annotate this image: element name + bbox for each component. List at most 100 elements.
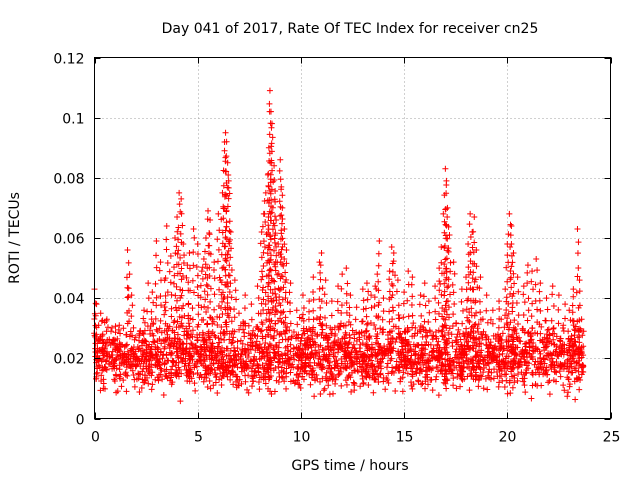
data-point	[422, 302, 429, 309]
data-point	[567, 352, 574, 359]
data-point	[504, 390, 511, 397]
data-point	[416, 301, 423, 308]
data-point	[372, 368, 379, 375]
data-point	[507, 390, 514, 397]
data-point	[127, 355, 134, 362]
data-point	[268, 186, 275, 193]
data-point	[432, 295, 439, 302]
data-point	[216, 376, 223, 383]
data-point	[178, 292, 185, 299]
data-point	[538, 359, 545, 366]
data-point	[543, 367, 550, 374]
data-point	[482, 356, 489, 363]
data-point	[306, 298, 313, 305]
data-point	[468, 372, 475, 379]
data-point	[276, 167, 283, 174]
data-point	[188, 353, 195, 360]
data-point	[242, 372, 249, 379]
data-point	[346, 339, 353, 346]
data-point	[165, 357, 172, 364]
data-point	[218, 336, 225, 343]
data-point	[433, 354, 440, 361]
data-point	[422, 327, 429, 334]
data-point	[441, 331, 448, 338]
data-point	[525, 360, 532, 367]
data-point	[442, 377, 449, 384]
data-point	[271, 239, 278, 246]
data-point	[217, 330, 224, 337]
y-tick-label: 0.1	[62, 112, 84, 128]
data-point	[309, 328, 316, 335]
data-point	[281, 225, 288, 232]
data-point	[555, 306, 562, 313]
data-point	[174, 353, 181, 360]
data-point	[129, 367, 136, 374]
data-point	[498, 336, 505, 343]
data-point	[178, 195, 185, 202]
data-point	[189, 333, 196, 340]
data-point	[195, 311, 202, 318]
data-point	[338, 310, 345, 317]
data-point	[260, 263, 267, 270]
data-point	[503, 264, 510, 271]
data-point	[177, 254, 184, 261]
data-point	[310, 316, 317, 323]
data-point	[395, 311, 402, 318]
data-point	[271, 162, 278, 169]
data-point	[275, 344, 282, 351]
data-point	[388, 244, 395, 251]
data-point	[400, 369, 407, 376]
data-point	[311, 393, 318, 400]
data-point	[397, 375, 404, 382]
data-point	[409, 274, 416, 281]
data-point	[190, 249, 197, 256]
data-point	[508, 333, 515, 340]
data-point	[440, 362, 447, 369]
data-point	[474, 325, 481, 332]
data-point	[111, 376, 118, 383]
data-point	[432, 376, 439, 383]
data-point	[457, 351, 464, 358]
data-point	[313, 315, 320, 322]
data-point	[307, 338, 314, 345]
data-point	[444, 351, 451, 358]
data-point	[410, 320, 417, 327]
data-point	[224, 310, 231, 317]
data-point	[173, 243, 180, 250]
data-point	[319, 357, 326, 364]
data-point	[370, 363, 377, 370]
data-point	[534, 306, 541, 313]
data-point	[441, 218, 448, 225]
data-point	[468, 367, 475, 374]
data-point	[202, 248, 209, 255]
data-point	[411, 333, 418, 340]
data-point	[118, 383, 125, 390]
data-point	[536, 297, 543, 304]
data-point	[445, 314, 452, 321]
data-point	[519, 375, 526, 382]
data-point	[484, 353, 491, 360]
data-point	[371, 294, 378, 301]
data-point	[497, 340, 504, 347]
data-point	[270, 344, 277, 351]
data-point	[95, 322, 102, 329]
data-point	[187, 356, 194, 363]
data-point	[219, 298, 226, 305]
data-point	[153, 264, 160, 271]
data-point	[500, 345, 507, 352]
data-point	[475, 383, 482, 390]
data-point	[435, 299, 442, 306]
data-point	[161, 327, 168, 334]
data-point	[181, 363, 188, 370]
data-point	[311, 339, 318, 346]
data-point	[433, 364, 440, 371]
data-point	[363, 342, 370, 349]
data-point	[576, 333, 583, 340]
data-point	[252, 347, 259, 354]
data-point	[325, 377, 332, 384]
data-point	[316, 259, 323, 266]
data-point	[449, 322, 456, 329]
data-point	[380, 295, 387, 302]
data-point	[485, 359, 492, 366]
data-point	[331, 365, 338, 372]
